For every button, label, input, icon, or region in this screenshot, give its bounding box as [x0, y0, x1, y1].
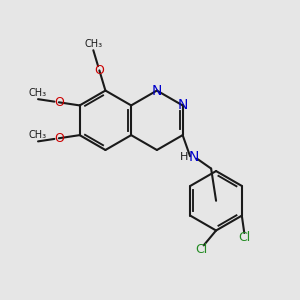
Text: Cl: Cl — [195, 243, 207, 256]
Text: CH₃: CH₃ — [29, 88, 47, 98]
Text: CH₃: CH₃ — [84, 39, 102, 49]
Text: Cl: Cl — [238, 231, 250, 244]
Text: N: N — [189, 150, 199, 164]
Text: CH₃: CH₃ — [29, 130, 47, 140]
Text: O: O — [94, 64, 104, 77]
Text: O: O — [54, 132, 64, 145]
Text: O: O — [54, 96, 64, 109]
Text: H: H — [180, 152, 188, 162]
Text: N: N — [177, 98, 188, 112]
Text: N: N — [152, 84, 162, 98]
